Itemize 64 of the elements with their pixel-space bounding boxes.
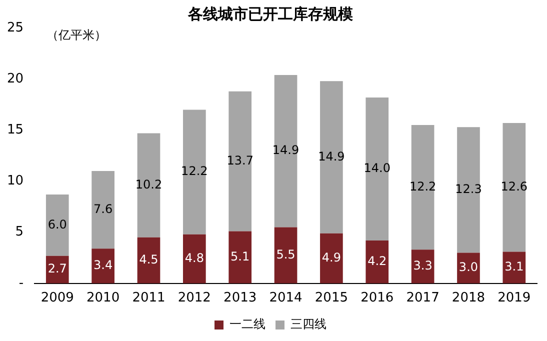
x-tick-label: 2011 <box>132 290 166 306</box>
data-label: 3.3 <box>413 258 432 273</box>
bar <box>411 250 434 284</box>
bar <box>228 231 252 284</box>
data-label: 14.9 <box>318 149 345 164</box>
data-label: 12.6 <box>500 179 528 194</box>
x-tick-label: 2016 <box>360 290 394 306</box>
data-label: 12.2 <box>409 179 436 194</box>
y-tick-label: 25 <box>6 20 24 36</box>
data-label: 4.2 <box>368 254 387 268</box>
bar <box>502 252 526 284</box>
bar <box>92 171 114 249</box>
y-tick-label: 15 <box>6 122 24 138</box>
data-label: 12.2 <box>181 164 208 178</box>
bar <box>411 125 434 250</box>
data-label: 2.7 <box>48 262 67 276</box>
x-tick-label: 2015 <box>314 290 348 306</box>
bar <box>274 227 298 284</box>
data-label: 12.3 <box>455 182 482 196</box>
x-tick-label: 2009 <box>40 290 74 306</box>
y-tick-label: - <box>18 276 24 291</box>
bar <box>46 256 69 284</box>
data-label: 10.2 <box>135 177 162 192</box>
data-label: 14.9 <box>272 143 300 158</box>
bar <box>137 133 160 238</box>
data-label: 14.0 <box>364 161 390 176</box>
y-tick-label: 20 <box>6 71 24 86</box>
data-label: 4.5 <box>139 252 158 267</box>
bar <box>320 81 343 234</box>
chart-title: 各线城市已开工库存规模 <box>187 4 354 23</box>
bar <box>182 110 206 234</box>
legend-label: 一二线 <box>230 317 266 332</box>
data-label: 5.1 <box>230 249 250 264</box>
data-label: 3.1 <box>504 260 524 274</box>
data-label: 4.8 <box>184 251 204 266</box>
bar <box>92 248 114 284</box>
y-tick-label: 10 <box>6 174 24 189</box>
data-label: 7.6 <box>94 202 113 216</box>
bar <box>366 97 389 240</box>
x-tick-label: 2010 <box>86 290 120 306</box>
x-tick-label: 2017 <box>406 290 440 306</box>
bar <box>502 123 526 252</box>
x-tick-label: 2013 <box>224 290 257 306</box>
bar <box>320 233 343 284</box>
bar <box>274 74 298 228</box>
x-tick-label: 2012 <box>178 290 211 306</box>
x-tick-label: 2014 <box>269 290 302 306</box>
x-tick-label: 2019 <box>498 290 531 306</box>
data-label: 6.0 <box>48 217 67 232</box>
data-label: 4.9 <box>322 250 341 264</box>
y-axis-title: （亿平米） <box>46 28 107 42</box>
data-label: 3.0 <box>458 260 478 274</box>
bar <box>457 127 480 253</box>
bar <box>182 234 206 284</box>
bar <box>228 91 252 232</box>
data-label: 5.5 <box>276 247 296 262</box>
data-label: 13.7 <box>226 153 254 168</box>
x-tick-label: 2018 <box>452 290 486 306</box>
bar <box>366 240 389 284</box>
data-label: 3.4 <box>94 258 113 272</box>
bar <box>137 237 160 284</box>
legend-label: 三四线 <box>290 317 326 332</box>
bar <box>46 194 69 256</box>
y-tick-label: 5 <box>15 224 24 240</box>
